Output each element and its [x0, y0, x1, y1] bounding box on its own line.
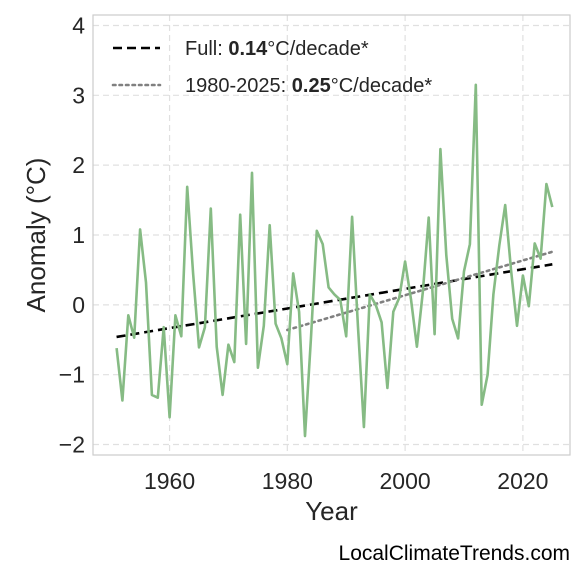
y-tick-label: −1 [59, 362, 85, 388]
y-tick-label: 3 [72, 82, 85, 108]
x-axis-label: Year [305, 496, 358, 526]
legend-recent-suffix: °C/decade* [331, 75, 433, 97]
plot-frame [92, 14, 571, 456]
x-tick-labels: 1960 1980 2000 2020 [144, 468, 549, 494]
credit-text: LocalClimateTrends.com [339, 542, 570, 565]
x-tick-label: 2000 [380, 468, 431, 494]
x-tick-label: 1960 [144, 468, 195, 494]
legend-entry-recent: 1980-2025: 0.25°C/decade* [185, 75, 432, 97]
legend-entry-full: Full: 0.14°C/decade* [185, 38, 369, 60]
y-axis-label: Anomaly (°C) [21, 158, 51, 313]
legend: Full: 0.14°C/decade* 1980-2025: 0.25°C/d… [111, 38, 432, 97]
y-tick-labels: −2 −1 0 1 2 3 4 [59, 12, 85, 457]
recent-trendline [286, 250, 554, 332]
y-tick-label: −2 [59, 432, 85, 458]
x-tick-label: 1980 [262, 468, 313, 494]
y-tick-label: 1 [72, 222, 85, 248]
y-tick-label: 0 [72, 292, 85, 318]
y-tick-label: 2 [72, 152, 85, 178]
x-tick-label: 2020 [497, 468, 548, 494]
legend-full-value: 0.14 [228, 38, 268, 60]
legend-full-suffix: °C/decade* [267, 38, 369, 60]
y-tick-label: 4 [72, 12, 85, 38]
grid [93, 15, 570, 455]
legend-recent-value: 0.25 [292, 75, 331, 97]
legend-recent-prefix: 1980-2025: [185, 75, 292, 97]
series [115, 83, 554, 438]
anomaly-line [115, 83, 554, 438]
legend-full-prefix: Full: [185, 38, 228, 60]
